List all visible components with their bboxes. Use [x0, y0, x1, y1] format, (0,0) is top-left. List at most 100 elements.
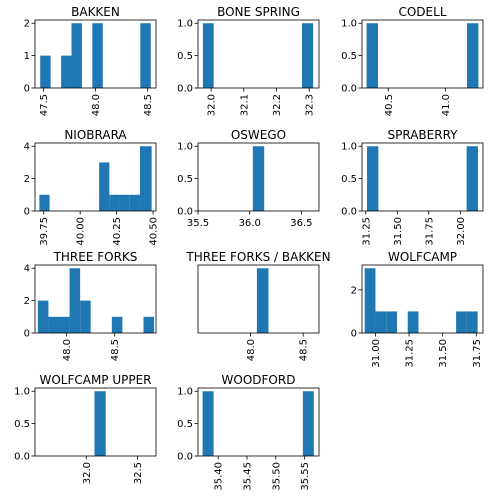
- subplot-title: OSWEGO: [231, 128, 286, 142]
- subplot-wolfcamp: WOLFCAMP 0 2 31.00 31.25 31.50 31.75: [351, 250, 484, 368]
- histogram-bar: [92, 23, 103, 89]
- y-tick-label: 1.0: [341, 142, 357, 153]
- subplot-title: NIOBRARA: [64, 128, 127, 142]
- histogram-bar: [301, 23, 314, 89]
- x-tick-label: 35.45: [242, 462, 253, 491]
- axes-frame: [361, 19, 484, 89]
- subplot-title: WOLFCAMP UPPER: [39, 373, 151, 387]
- x-tick-label: 48.5: [299, 339, 310, 361]
- subplot-codell: CODELL 0.0 0.5 1.0 40.5 41.0: [341, 5, 484, 116]
- y-tick-label: 0.5: [341, 51, 357, 62]
- subplot-title: THREE FORKS: [53, 250, 138, 264]
- x-tick-label: 31.75: [472, 339, 483, 368]
- histogram-bar: [111, 316, 123, 333]
- x-tick-label: 31.25: [361, 217, 372, 246]
- histogram-bar: [466, 311, 478, 333]
- histogram-bar: [39, 194, 50, 211]
- histogram-bar: [202, 391, 214, 456]
- subplot-bakken: BAKKEN 0 1 2 47.5 48.0 48.5: [24, 5, 157, 116]
- subplot-woodford: WOODFORD 0.0 0.5 1.0 35.40 35.45 35.50 35.55: [177, 373, 320, 491]
- y-tick-label: 2: [24, 296, 30, 307]
- subplot-title: THREE FORKS / BAKKEN: [185, 250, 330, 264]
- subplot-bone-spring: BONE SPRING 0.0 0.5 1.0 32.0 32.1 32.2 32.3: [177, 5, 320, 116]
- x-tick-label: 32.2: [272, 94, 283, 116]
- y-tick-label: 0: [24, 84, 30, 95]
- histogram-bar: [61, 55, 72, 88]
- subplot-oswego: OSWEGO 0.0 0.5 1.0 35.5 36.0 36.5: [177, 128, 320, 229]
- subplot-title: CODELL: [398, 5, 446, 19]
- histogram-bar: [367, 146, 379, 211]
- x-tick-label: 32.5: [133, 462, 144, 484]
- y-tick-label: 0.0: [341, 84, 357, 95]
- x-tick-label: 40.00: [76, 217, 87, 246]
- x-tick-label: 48.0: [246, 339, 257, 361]
- y-tick-label: 0.0: [177, 452, 193, 463]
- histogram-bar: [119, 194, 130, 211]
- histogram-bar: [109, 194, 120, 211]
- y-tick-label: 0: [24, 329, 30, 340]
- x-tick-label: 35.50: [271, 462, 282, 491]
- x-tick-label: 39.75: [39, 217, 50, 246]
- histogram-bar: [375, 311, 387, 333]
- y-tick-label: 1.0: [341, 19, 357, 30]
- subplot-title: BONE SPRING: [217, 5, 300, 19]
- axes-frame: [361, 264, 484, 334]
- x-tick-label: 31.50: [393, 217, 404, 246]
- histogram-bar: [407, 311, 419, 333]
- x-tick-label: 41.0: [441, 94, 452, 116]
- axes-frame: [197, 142, 320, 212]
- y-tick-label: 1.0: [177, 387, 193, 398]
- axes-frame: [34, 264, 157, 334]
- histogram-bar: [256, 268, 269, 333]
- histogram-bar: [140, 23, 151, 89]
- y-tick-label: 4: [24, 142, 30, 153]
- x-tick-label: 32.1: [239, 94, 250, 116]
- y-tick-label: 0.5: [177, 51, 193, 62]
- subplot-wolfcamp-upper: WOLFCAMP UPPER 0.0 0.5 1.0 32.0 32.5: [14, 373, 157, 484]
- x-tick-label: 40.50: [149, 217, 160, 246]
- x-tick-label: 35.55: [300, 462, 311, 491]
- axes-frame: [361, 142, 484, 212]
- histogram-bar: [466, 146, 478, 211]
- histogram-bar: [59, 316, 70, 333]
- axes-frame: [197, 19, 320, 89]
- x-tick-label: 48.0: [91, 94, 102, 116]
- histogram-bar: [48, 316, 59, 333]
- y-tick-label: 0.0: [14, 452, 30, 463]
- y-tick-label: 1.0: [177, 19, 193, 30]
- y-tick-label: 0: [24, 207, 30, 218]
- x-tick-label: 48.0: [62, 339, 73, 361]
- y-tick-label: 1.0: [14, 387, 30, 398]
- histogram-bar: [252, 146, 265, 211]
- histogram-bar: [366, 23, 378, 89]
- histogram-bar: [467, 23, 479, 89]
- subplot-title: SPRABERRY: [388, 128, 459, 142]
- histogram-bar: [202, 23, 214, 89]
- x-tick-label: 32.0: [82, 462, 93, 484]
- y-tick-label: 0.0: [341, 207, 357, 218]
- axes-frame: [197, 264, 320, 334]
- y-tick-label: 0.5: [177, 174, 193, 185]
- y-tick-label: 4: [24, 264, 30, 275]
- x-tick-label: 48.5: [143, 94, 154, 116]
- y-tick-label: 1: [24, 51, 30, 62]
- histogram-bar: [386, 311, 397, 333]
- histogram-bar: [71, 23, 82, 89]
- y-tick-label: 0.5: [341, 174, 357, 185]
- x-tick-label: 47.5: [39, 94, 50, 116]
- x-tick-label: 36.5: [290, 218, 312, 229]
- axes-frame: [34, 387, 157, 457]
- x-tick-label: 35.5: [187, 218, 209, 229]
- subplot-three-forks-bakken: THREE FORKS / BAKKEN 48.0 48.5: [185, 250, 330, 361]
- x-tick-label: 32.0: [207, 94, 218, 116]
- y-tick-label: 0.0: [177, 84, 193, 95]
- histogram-bar: [40, 55, 51, 88]
- x-tick-label: 40.5: [384, 94, 395, 116]
- histogram-bar: [94, 391, 106, 456]
- x-tick-label: 31.00: [371, 339, 382, 368]
- histogram-bar: [99, 162, 110, 211]
- histogram-bar: [37, 300, 49, 333]
- histogram-bar: [139, 146, 152, 211]
- histogram-bar: [456, 311, 467, 333]
